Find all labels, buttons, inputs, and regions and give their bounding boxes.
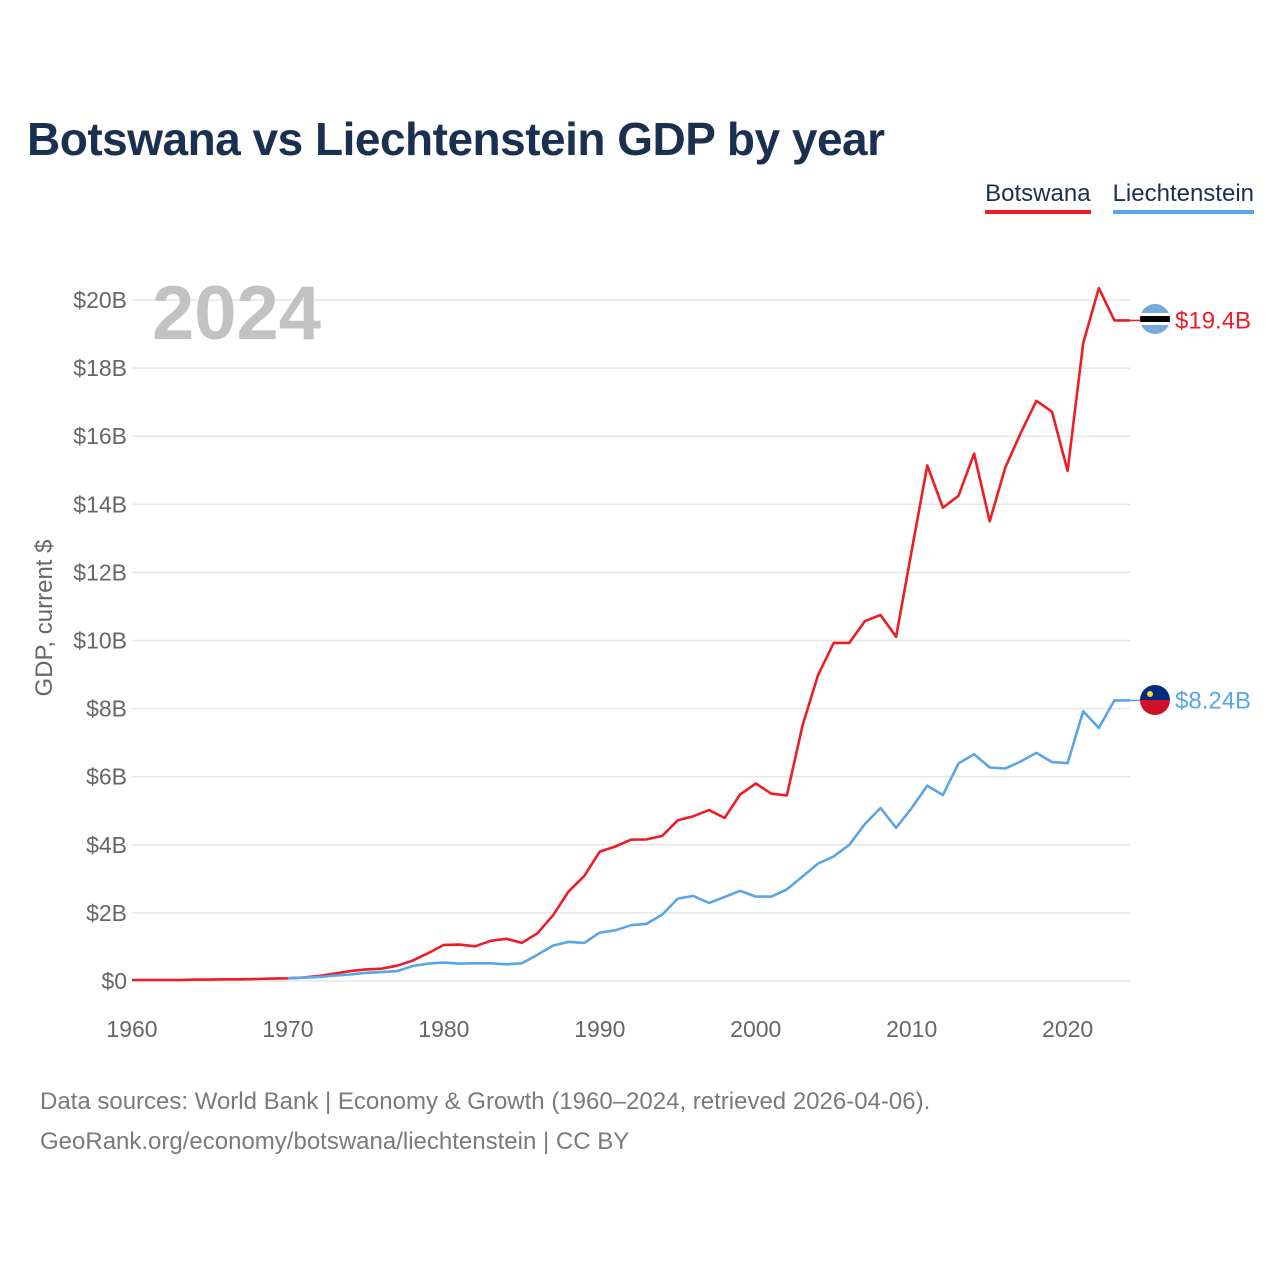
footer: Data sources: World Bank | Economy & Gro… (40, 1082, 930, 1162)
x-tick-label: 1960 (106, 1016, 157, 1042)
series-lines (132, 286, 1130, 982)
series-line-liechtenstein (287, 699, 1130, 980)
data-sources-text: Data sources: World Bank | Economy & Gro… (40, 1088, 931, 1115)
legend: Botswana Liechtenstein (985, 180, 1254, 214)
liechtenstein-flag-icon (1140, 685, 1170, 715)
y-axis-ticks: $0 $2B $4B $6B $8B $10B $12B $14B $16B $18B $20B (73, 287, 127, 994)
x-tick-label: 1990 (574, 1016, 625, 1042)
end-label-liechtenstein: $8.24B (1175, 687, 1251, 714)
y-axis-label: GDP, current $ (31, 540, 58, 697)
y-tick-label: $20B (73, 287, 127, 313)
y-tick-label: $2B (86, 900, 127, 926)
x-axis-ticks: 1960 1970 1980 1990 2000 2010 2020 (106, 1016, 1093, 1042)
y-tick-label: $12B (73, 559, 127, 585)
source-url-text: GeoRank.org/economy/botswana/liechtenste… (40, 1128, 630, 1155)
x-tick-label: 2000 (730, 1016, 781, 1042)
legend-item-botswana[interactable]: Botswana (985, 180, 1091, 214)
chart-title: Botswana vs Liechtenstein GDP by year (27, 113, 885, 165)
x-tick-label: 2020 (1042, 1016, 1093, 1042)
y-tick-label: $16B (73, 423, 127, 449)
y-tick-label: $0 (101, 968, 127, 994)
x-tick-label: 1970 (262, 1016, 313, 1042)
y-tick-label: $8B (86, 696, 127, 722)
year-watermark: 2024 (152, 271, 321, 356)
gridlines (132, 299, 1130, 982)
end-label-botswana: $19.4B (1175, 307, 1251, 334)
x-tick-label: 2010 (886, 1016, 937, 1042)
y-tick-label: $6B (86, 764, 127, 790)
y-tick-label: $14B (73, 491, 127, 517)
series-end-labels: $19.4B $8.24B (1130, 307, 1251, 714)
x-tick-label: 1980 (418, 1016, 469, 1042)
y-tick-label: $10B (73, 628, 127, 654)
y-tick-label: $18B (73, 355, 127, 381)
botswana-flag-icon (1140, 304, 1170, 334)
y-tick-label: $4B (86, 832, 127, 858)
legend-item-liechtenstein[interactable]: Liechtenstein (1112, 180, 1254, 214)
series-line-botswana (132, 286, 1130, 982)
